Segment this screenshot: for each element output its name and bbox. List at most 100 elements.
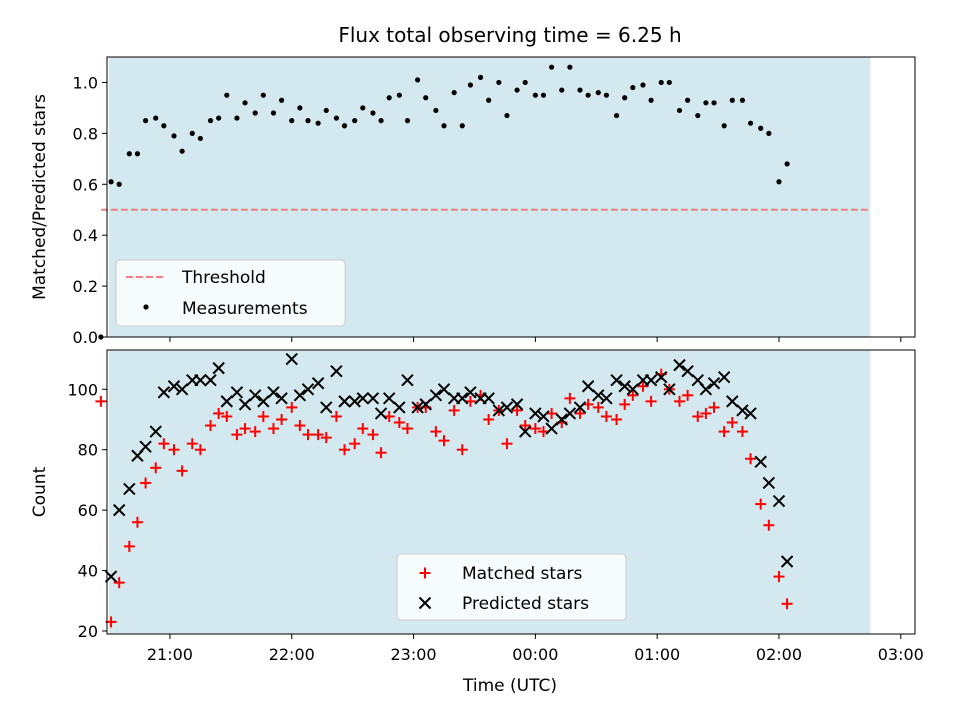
predicted-stars-mark bbox=[699, 383, 713, 396]
measurement-point bbox=[197, 135, 203, 142]
measurement-point bbox=[540, 92, 547, 98]
measurement-point bbox=[234, 115, 240, 121]
measurement-point bbox=[776, 179, 782, 185]
measurement-point bbox=[577, 87, 583, 93]
legend-threshold-label: Threshold bbox=[181, 268, 266, 288]
predicted-stars-mark bbox=[663, 383, 676, 396]
predicted-stars-mark bbox=[275, 392, 288, 405]
measurement-point bbox=[98, 334, 104, 340]
predicted-stars-mark bbox=[257, 395, 270, 408]
measurement-point bbox=[747, 120, 754, 126]
predicted-stars-mark bbox=[464, 386, 477, 399]
measurement-point bbox=[333, 115, 340, 121]
predicted-stars-mark bbox=[726, 395, 739, 408]
bottom-y-axis-ticks: 20 40 60 80 100 bbox=[67, 380, 107, 641]
predicted-stars-mark bbox=[510, 398, 524, 411]
measurement-point bbox=[585, 92, 591, 98]
predicted-stars-mark bbox=[529, 407, 542, 420]
predicted-stars-mark bbox=[610, 374, 623, 387]
measurement-points bbox=[98, 64, 790, 340]
predicted-stars-mark bbox=[348, 395, 361, 408]
predicted-stars-mark bbox=[167, 380, 181, 393]
measurement-point bbox=[630, 84, 636, 91]
measurement-point bbox=[459, 123, 465, 129]
predicted-stars-mark bbox=[626, 383, 640, 396]
predicted-stars-mark bbox=[366, 392, 380, 405]
measurement-point bbox=[451, 90, 457, 96]
top-legend: Threshold Measurements bbox=[115, 259, 346, 327]
measurement-point bbox=[729, 97, 735, 103]
predicted-stars-mark bbox=[592, 389, 605, 402]
measurement-point bbox=[415, 77, 421, 83]
bottom-x-axis-ticks: 21:00 22:00 23:00 00:00 01:00 02:00 03:00 bbox=[147, 634, 924, 664]
measurement-point bbox=[658, 79, 664, 86]
predicted-stars-mark bbox=[736, 404, 749, 417]
measurement-point bbox=[514, 87, 520, 93]
measurement-point bbox=[404, 118, 411, 124]
predicted-stars-mark bbox=[437, 383, 451, 396]
y-tick-label: 100 bbox=[67, 380, 98, 399]
x-tick-label: 23:00 bbox=[390, 645, 436, 664]
x-tick-label: 22:00 bbox=[269, 645, 315, 664]
predicted-stars-mark bbox=[429, 389, 443, 402]
predicted-stars-mark bbox=[780, 555, 794, 568]
measurement-point bbox=[270, 110, 277, 116]
predicted-stars-mark bbox=[356, 392, 370, 405]
predicted-stars-mark bbox=[600, 392, 613, 405]
y-tick-label: 0.6 bbox=[73, 175, 98, 194]
measurement-point bbox=[433, 107, 439, 114]
measurement-point bbox=[441, 123, 447, 129]
measurement-point bbox=[739, 97, 746, 103]
predicted-stars-mark bbox=[754, 455, 767, 468]
measurement-point bbox=[486, 97, 492, 103]
predicted-stars-mark bbox=[338, 395, 351, 408]
predicted-stars-mark bbox=[285, 352, 298, 366]
measurement-point bbox=[467, 82, 473, 88]
measurement-point bbox=[189, 130, 195, 136]
top-plot-frame bbox=[106, 56, 916, 338]
measurement-point bbox=[179, 148, 185, 154]
bottom-legend: Matched stars Predicted stars bbox=[396, 553, 627, 621]
measurement-point bbox=[613, 112, 620, 119]
predicted-stars-mark bbox=[581, 380, 595, 393]
measurement-point bbox=[622, 95, 628, 101]
measurement-point bbox=[126, 151, 132, 157]
measurement-point bbox=[532, 92, 538, 98]
measurement-point bbox=[549, 64, 555, 70]
predicted-stars-mark bbox=[681, 364, 694, 378]
measurement-point bbox=[216, 115, 222, 121]
measurement-point bbox=[278, 97, 285, 103]
measurement-point bbox=[161, 123, 167, 129]
predicted-stars-mark bbox=[537, 410, 550, 423]
predicted-stars-mark bbox=[374, 407, 388, 420]
predicted-stars-mark bbox=[382, 392, 396, 405]
predicted-stars-mark bbox=[123, 482, 136, 496]
measurement-point bbox=[341, 123, 348, 129]
measurement-point bbox=[207, 118, 214, 124]
measurement-point bbox=[323, 107, 329, 114]
predicted-stars-mark bbox=[311, 377, 325, 390]
measurement-point bbox=[116, 181, 122, 187]
measurement-point bbox=[648, 97, 654, 103]
predicted-stars-mark bbox=[248, 389, 262, 402]
predicted-stars-mark bbox=[644, 374, 658, 387]
measurement-point bbox=[386, 95, 392, 101]
chart-title: Flux total observing time = 6.25 h bbox=[338, 23, 681, 47]
predicted-stars-mark bbox=[330, 364, 343, 378]
measurement-point bbox=[260, 92, 266, 98]
count-points bbox=[95, 352, 794, 628]
predicted-stars-mark bbox=[691, 374, 704, 387]
predicted-stars-mark bbox=[500, 401, 514, 414]
predicted-stars-mark bbox=[419, 398, 432, 411]
predicted-stars-mark bbox=[482, 392, 495, 405]
top-y-axis-ticks: 0.0 0.2 0.4 0.6 0.8 1.0 bbox=[73, 73, 107, 347]
measurement-point bbox=[289, 118, 295, 124]
predicted-stars-mark bbox=[519, 425, 532, 438]
measurement-point bbox=[595, 90, 601, 96]
measurement-point bbox=[685, 97, 691, 103]
x-tick-label: 21:00 bbox=[147, 645, 193, 664]
measurement-point bbox=[108, 179, 114, 185]
predicted-stars-mark bbox=[212, 361, 225, 375]
y-tick-label: 1.0 bbox=[73, 73, 98, 92]
